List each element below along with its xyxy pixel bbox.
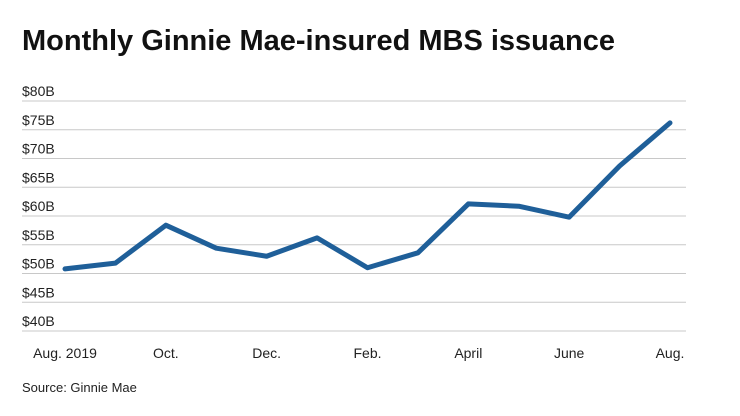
chart-title: Monthly Ginnie Mae-insured MBS issuance — [22, 25, 615, 57]
y-tick-label: $45B — [22, 284, 55, 300]
x-tick-label: Aug. 2019 — [33, 345, 97, 361]
y-tick-label: $50B — [22, 256, 55, 272]
x-tick-label: April — [454, 345, 482, 361]
y-tick-label: $60B — [22, 198, 55, 214]
y-tick-label: $75B — [22, 112, 55, 128]
y-tick-label: $55B — [22, 227, 55, 243]
x-tick-label: June — [554, 345, 585, 361]
x-tick-label: Feb. — [353, 345, 381, 361]
y-tick-label: $80B — [22, 83, 55, 99]
y-tick-label: $70B — [22, 141, 55, 157]
x-tick-label: Dec. — [252, 345, 281, 361]
x-tick-label: Aug. — [656, 345, 685, 361]
source: Source: Ginnie Mae — [22, 380, 137, 395]
y-tick-label: $65B — [22, 169, 55, 185]
y-tick-label: $40B — [22, 313, 55, 329]
x-tick-label: Oct. — [153, 345, 179, 361]
line — [62, 120, 673, 272]
